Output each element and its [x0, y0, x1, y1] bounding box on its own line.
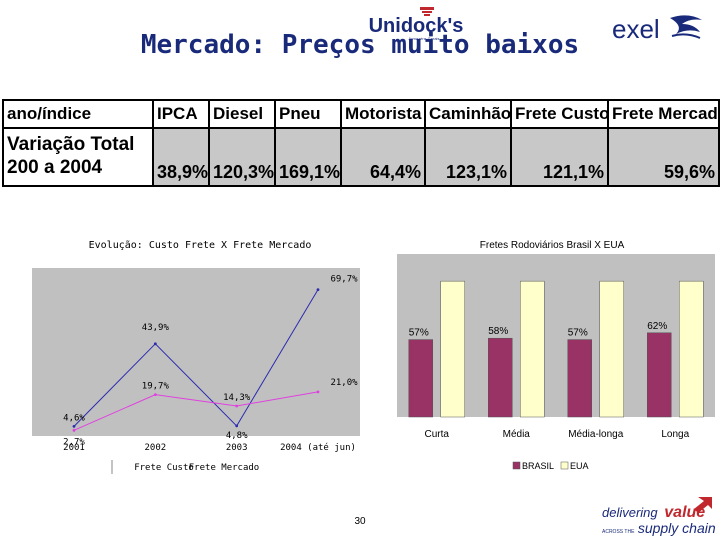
- bar-data-label: 57%: [568, 328, 588, 339]
- index-table: ano/índice IPCA Diesel Pneu Motorista Ca…: [2, 99, 720, 187]
- bar-eua: [679, 280, 704, 418]
- table-cell: 123,1%: [424, 127, 512, 187]
- table-header-cell: Motorista: [340, 99, 426, 129]
- table-cell: 169,1%: [274, 127, 342, 187]
- table-header-cell: Pneu: [274, 99, 342, 129]
- table-cell: 120,3%: [208, 127, 276, 187]
- exel-swoosh-icon: [670, 15, 702, 39]
- bar-legend-swatch: [512, 461, 521, 470]
- line-chart-title: Evolução: Custo Frete X Frete Mercado: [89, 240, 312, 251]
- line-chart-x-tick-label: 2003: [226, 443, 248, 453]
- table-cell: 59,6%: [607, 127, 720, 187]
- bar-data-label: 62%: [647, 321, 667, 332]
- tagline-word-across: ACROSS THE: [602, 529, 635, 535]
- line-chart-x-tick-label: 2001: [63, 443, 85, 453]
- tagline-word-delivering: delivering: [602, 505, 658, 520]
- tagline-arrow-icon: [694, 497, 712, 513]
- table-cell: 38,9%: [152, 127, 210, 187]
- line-data-label: 43,9%: [142, 323, 170, 333]
- row-label-line2: 200 a 2004: [7, 157, 103, 178]
- line-point: [153, 393, 157, 397]
- bar-brasil: [408, 339, 433, 418]
- bar-chart-x-tick-label: Média-longa: [568, 429, 623, 440]
- exel-logo: exel: [612, 14, 702, 44]
- line-point: [316, 390, 320, 394]
- line-point: [72, 428, 76, 432]
- bar-chart-brasil-eua: Fretes Rodoviários Brasil X EUA Curta 57% M…: [397, 240, 715, 471]
- table-row: Variação Total 200 a 2004 38,9% 120,3% 1…: [2, 127, 720, 187]
- line-data-label: 4,6%: [63, 413, 85, 423]
- bar-data-label: 57%: [409, 328, 429, 339]
- line-data-label: 69,7%: [330, 275, 358, 285]
- bar-eua: [520, 280, 545, 418]
- bar-data-label: 58%: [488, 326, 508, 337]
- bar-chart-x-tick-label: Curta: [425, 429, 450, 440]
- line-point: [153, 342, 157, 346]
- line-data-label: 14,3%: [223, 393, 251, 403]
- line-data-label: 19,7%: [142, 382, 170, 392]
- bar-eua: [440, 280, 465, 418]
- bar-chart-title: Fretes Rodoviários Brasil X EUA: [480, 240, 625, 251]
- page-title: Mercado: Preços muito baixos: [140, 30, 580, 60]
- line-legend-entry: Frete Mercado: [189, 463, 259, 473]
- table-cell: 64,4%: [340, 127, 426, 187]
- bar-brasil: [488, 337, 513, 418]
- table-header-cell: Frete Custo: [510, 99, 609, 129]
- bar-chart-x-tick-label: Média: [503, 429, 531, 440]
- line-chart-x-tick-label: 2002: [144, 443, 166, 453]
- table-header-cell: Frete Mercado: [607, 99, 720, 129]
- line-chart-plot-area: [32, 268, 360, 436]
- line-legend-entry: Frete Custo: [134, 463, 194, 473]
- table-header-cell: Diesel: [208, 99, 276, 129]
- line-point: [316, 288, 320, 292]
- unidocks-logo-subtext: Armazéns Gerais: [409, 36, 440, 41]
- table-header-row: ano/índice IPCA Diesel Pneu Motorista Ca…: [2, 99, 720, 129]
- line-data-label: 4,8%: [226, 431, 248, 441]
- line-point: [235, 404, 239, 408]
- bar-legend-swatch: [560, 461, 569, 470]
- table-row-label: Variação Total 200 a 2004: [2, 127, 154, 187]
- svg-text:delivering value: delivering value: [602, 504, 705, 521]
- line-series-frete-mercado: [73, 391, 319, 431]
- bar-chart-x-tick-label: Longa: [661, 429, 689, 440]
- bar-brasil: [567, 339, 592, 418]
- line-point: [235, 424, 239, 428]
- row-label-line1: Variação Total: [7, 134, 135, 155]
- tagline-word-value: value: [664, 504, 705, 521]
- table-header-cell: IPCA: [152, 99, 210, 129]
- unidocks-logo: Unidock's Armazéns Gerais: [369, 7, 464, 41]
- line-point: [72, 424, 76, 428]
- bar-eua: [599, 280, 624, 418]
- bar-brasil: [647, 332, 672, 418]
- exel-logo-text: exel: [612, 14, 660, 44]
- line-data-label: 21,0%: [330, 378, 358, 388]
- bar-legend-entry: EUA: [570, 461, 589, 471]
- line-chart-x-tick-label: 2004 (até jun): [280, 442, 356, 453]
- line-series-frete-custo: [73, 289, 319, 427]
- table-header-cell: ano/índice: [2, 99, 154, 129]
- unidocks-emblem-icon: [420, 7, 434, 16]
- table-cell: 121,1%: [510, 127, 609, 187]
- line-data-label: 2,7%: [63, 437, 85, 447]
- unidocks-logo-text: Unidock's: [369, 15, 464, 37]
- bar-legend-entry: BRASIL: [522, 461, 554, 471]
- svg-text:ACROSS THE supply chain: ACROSS THE supply chain: [602, 520, 716, 536]
- line-chart-frete: Evolução: Custo Frete X Frete Mercado 200…: [32, 240, 360, 474]
- table-header-cell: Caminhão: [424, 99, 512, 129]
- page-number: 30: [354, 516, 366, 527]
- tagline-word-supply-chain: supply chain: [638, 520, 716, 536]
- tagline-logo: delivering value ACROSS THE supply chain: [602, 497, 716, 536]
